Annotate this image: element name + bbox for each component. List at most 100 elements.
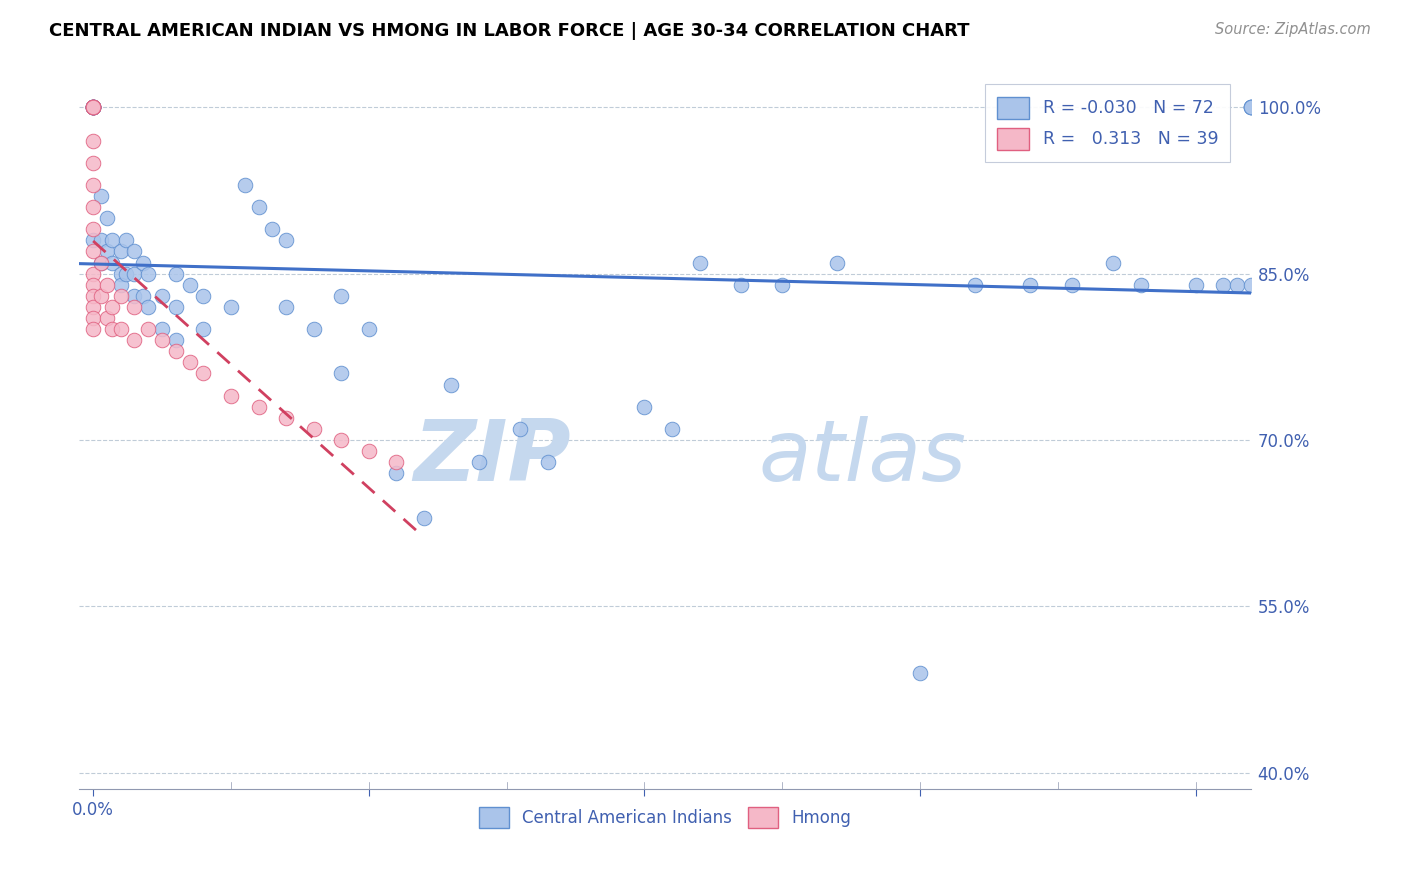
Point [110, 289, 132, 303]
Point [1019, 277, 1042, 292]
Point [219, 300, 242, 314]
Point [965, 277, 987, 292]
Point [82, 267, 104, 281]
Point [1129, 277, 1152, 292]
Text: ZIP: ZIP [413, 417, 571, 500]
Point [233, 178, 256, 192]
Point [82, 100, 104, 114]
Point [661, 422, 683, 436]
Point [274, 410, 297, 425]
Point [82, 100, 104, 114]
Legend: Central American Indians, Hmong: Central American Indians, Hmong [472, 800, 858, 835]
Point [136, 267, 159, 281]
Point [1226, 277, 1249, 292]
Point [247, 200, 270, 214]
Point [82, 155, 104, 169]
Point [193, 367, 215, 381]
Point [165, 300, 187, 314]
Point [1212, 277, 1234, 292]
Point [101, 233, 124, 247]
Point [82, 100, 104, 114]
Point [115, 267, 138, 281]
Point [1240, 100, 1263, 114]
Point [82, 310, 104, 325]
Point [124, 244, 146, 259]
Point [509, 422, 531, 436]
Point [82, 100, 104, 114]
Point [689, 255, 711, 269]
Point [1060, 277, 1083, 292]
Point [1184, 277, 1206, 292]
Point [193, 289, 215, 303]
Point [110, 267, 132, 281]
Point [132, 289, 155, 303]
Point [82, 100, 104, 114]
Point [82, 100, 104, 114]
Point [82, 100, 104, 114]
Point [1240, 277, 1263, 292]
Point [537, 455, 560, 469]
Point [82, 322, 104, 336]
Point [115, 233, 138, 247]
Point [385, 455, 408, 469]
Point [124, 289, 146, 303]
Point [150, 333, 173, 347]
Point [110, 244, 132, 259]
Point [165, 333, 187, 347]
Point [633, 400, 655, 414]
Point [385, 467, 408, 481]
Point [82, 100, 104, 114]
Point [219, 389, 242, 403]
Point [90, 189, 112, 203]
Point [357, 444, 380, 458]
Point [82, 233, 104, 247]
Point [82, 100, 104, 114]
Point [274, 233, 297, 247]
Point [82, 178, 104, 192]
Text: CENTRAL AMERICAN INDIAN VS HMONG IN LABOR FORCE | AGE 30-34 CORRELATION CHART: CENTRAL AMERICAN INDIAN VS HMONG IN LABO… [49, 22, 970, 40]
Point [179, 355, 201, 369]
Point [90, 233, 112, 247]
Point [1240, 100, 1263, 114]
Point [110, 277, 132, 292]
Point [96, 211, 118, 226]
Point [150, 322, 173, 336]
Point [330, 433, 353, 447]
Point [150, 289, 173, 303]
Point [110, 322, 132, 336]
Point [1240, 100, 1263, 114]
Point [82, 300, 104, 314]
Text: Source: ZipAtlas.com: Source: ZipAtlas.com [1215, 22, 1371, 37]
Point [101, 322, 124, 336]
Point [132, 255, 155, 269]
Point [82, 289, 104, 303]
Point [1240, 100, 1263, 114]
Point [96, 277, 118, 292]
Point [193, 322, 215, 336]
Point [90, 255, 112, 269]
Point [124, 300, 146, 314]
Point [179, 277, 201, 292]
Point [136, 300, 159, 314]
Point [412, 510, 434, 524]
Point [82, 244, 104, 259]
Point [730, 277, 752, 292]
Point [96, 244, 118, 259]
Point [1102, 255, 1125, 269]
Point [827, 255, 849, 269]
Point [82, 277, 104, 292]
Point [165, 344, 187, 359]
Point [468, 455, 491, 469]
Point [330, 289, 353, 303]
Point [302, 322, 325, 336]
Point [90, 289, 112, 303]
Point [82, 100, 104, 114]
Point [165, 267, 187, 281]
Point [247, 400, 270, 414]
Point [82, 100, 104, 114]
Point [770, 277, 793, 292]
Point [124, 267, 146, 281]
Point [357, 322, 380, 336]
Point [101, 255, 124, 269]
Point [908, 665, 931, 680]
